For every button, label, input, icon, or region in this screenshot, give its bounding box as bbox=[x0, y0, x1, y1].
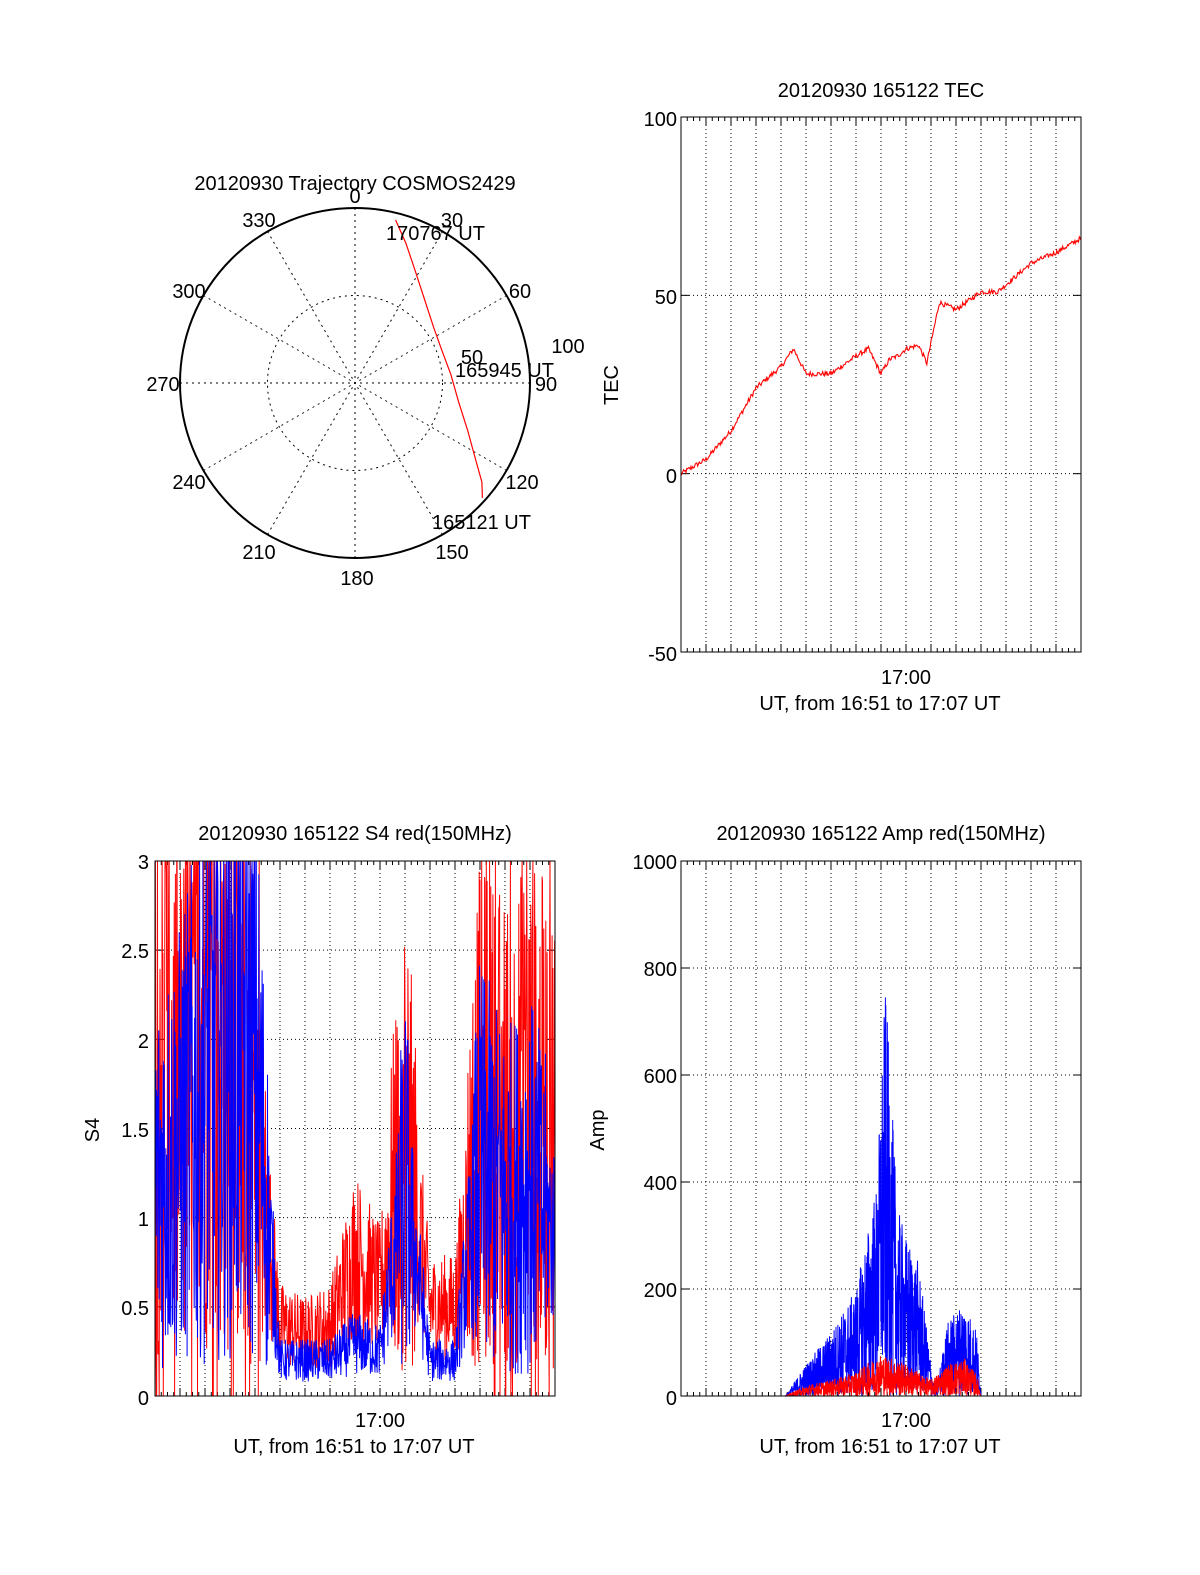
amp-xtick-1700: 17:00 bbox=[881, 1410, 931, 1432]
s4-xlabel: UT, from 16:51 to 17:07 UT bbox=[233, 1436, 474, 1458]
tec-xlabel: UT, from 16:51 to 17:07 UT bbox=[759, 693, 1000, 715]
tec-ytick-neg50: -50 bbox=[648, 644, 677, 666]
amp-title: 20120930 165122 Amp red(150MHz) bbox=[716, 823, 1045, 845]
s4-xtick-1700: 17:00 bbox=[355, 1410, 405, 1432]
polar-angle-label-60: 60 bbox=[509, 281, 531, 303]
tec-series bbox=[680, 235, 1082, 476]
tec-xtick-1700: 17:00 bbox=[881, 667, 931, 689]
s4-ytick-0: 0 bbox=[138, 1388, 149, 1410]
polar-angle-label-270: 270 bbox=[146, 374, 179, 396]
polar-spoke bbox=[267, 231, 443, 535]
polar-annotation-mid: 165945 UT bbox=[455, 360, 554, 382]
polar-trajectory-series bbox=[395, 219, 483, 498]
polar-outer-circle bbox=[179, 207, 531, 559]
polar-angle-label-300: 300 bbox=[172, 281, 205, 303]
s4-ytick-1: 1 bbox=[138, 1209, 149, 1231]
polar-angle-label-210: 210 bbox=[242, 542, 275, 564]
polar-angle-label-180: 180 bbox=[340, 568, 373, 590]
tec-yticks: 100 50 0 -50 bbox=[644, 109, 677, 666]
s4-blue-line bbox=[154, 860, 556, 1382]
amp-yticks: 1000 800 600 400 200 0 bbox=[633, 852, 678, 1410]
polar-angle-label-120: 120 bbox=[505, 472, 538, 494]
tec-ytick-50: 50 bbox=[655, 287, 677, 309]
s4-ytick-2.5: 2.5 bbox=[121, 941, 149, 963]
s4-ytick-0.5: 0.5 bbox=[121, 1298, 149, 1320]
amp-ytick-0: 0 bbox=[666, 1388, 677, 1410]
s4-ytick-3: 3 bbox=[138, 852, 149, 874]
tec-grid bbox=[680, 116, 1082, 653]
tec-ytick-100: 100 bbox=[644, 109, 677, 131]
tec-title: 20120930 165122 TEC bbox=[778, 80, 984, 102]
amp-ytick-200: 200 bbox=[644, 1280, 677, 1302]
amp-ytick-1000: 1000 bbox=[633, 852, 678, 874]
s4-series bbox=[154, 860, 556, 1397]
polar-angle-label-30: 30 bbox=[441, 210, 463, 232]
amp-xlabel: UT, from 16:51 to 17:07 UT bbox=[759, 1436, 1000, 1458]
s4-plot-frame bbox=[154, 860, 556, 1397]
amp-ytick-400: 400 bbox=[644, 1173, 677, 1195]
polar-radial-label-100: 100 bbox=[551, 336, 584, 358]
tec-ylabel: TEC bbox=[601, 365, 623, 405]
polar-angle-label-90: 90 bbox=[535, 374, 557, 396]
polar-panel: 20120930 Trajectory COSMOS2429 0 30 60 9… bbox=[146, 173, 584, 590]
polar-angle-label-240: 240 bbox=[172, 472, 205, 494]
amp-plot-frame bbox=[680, 860, 1082, 1397]
s4-ytick-1.5: 1.5 bbox=[121, 1120, 149, 1142]
tec-plot-frame bbox=[680, 116, 1082, 653]
s4-panel: 20120930 165122 S4 red(150MHz) 3 2.5 2 1… bbox=[82, 823, 556, 1458]
amp-ytick-600: 600 bbox=[644, 1066, 677, 1088]
polar-annotation-end: 170767 UT bbox=[386, 223, 485, 245]
polar-radial-grid-circle bbox=[267, 295, 443, 471]
tec-ytick-0: 0 bbox=[666, 466, 677, 488]
s4-title: 20120930 165122 S4 red(150MHz) bbox=[198, 823, 512, 845]
amp-ytick-800: 800 bbox=[644, 959, 677, 981]
polar-angle-label-0: 0 bbox=[349, 186, 360, 208]
polar-angle-label-150: 150 bbox=[435, 542, 468, 564]
polar-radial-label-50: 50 bbox=[461, 347, 483, 369]
tec-panel: 20120930 165122 TEC 100 50 0 -50 17:00 U… bbox=[601, 80, 1082, 715]
s4-ylabel: S4 bbox=[82, 1118, 104, 1142]
polar-grid bbox=[180, 208, 530, 558]
amp-ylabel: Amp bbox=[587, 1109, 609, 1150]
s4-yticks: 3 2.5 2 1.5 1 0.5 0 bbox=[121, 852, 149, 1410]
s4-ytick-2: 2 bbox=[138, 1031, 149, 1053]
polar-angle-label-330: 330 bbox=[242, 210, 275, 232]
polar-title: 20120930 Trajectory COSMOS2429 bbox=[194, 173, 515, 195]
amp-panel: 20120930 165122 Amp red(150MHz) 1000 800… bbox=[587, 823, 1082, 1458]
polar-annotation-start: 165121 UT bbox=[432, 512, 531, 534]
tec-line bbox=[680, 235, 1082, 476]
polar-trajectory-line bbox=[395, 219, 483, 498]
